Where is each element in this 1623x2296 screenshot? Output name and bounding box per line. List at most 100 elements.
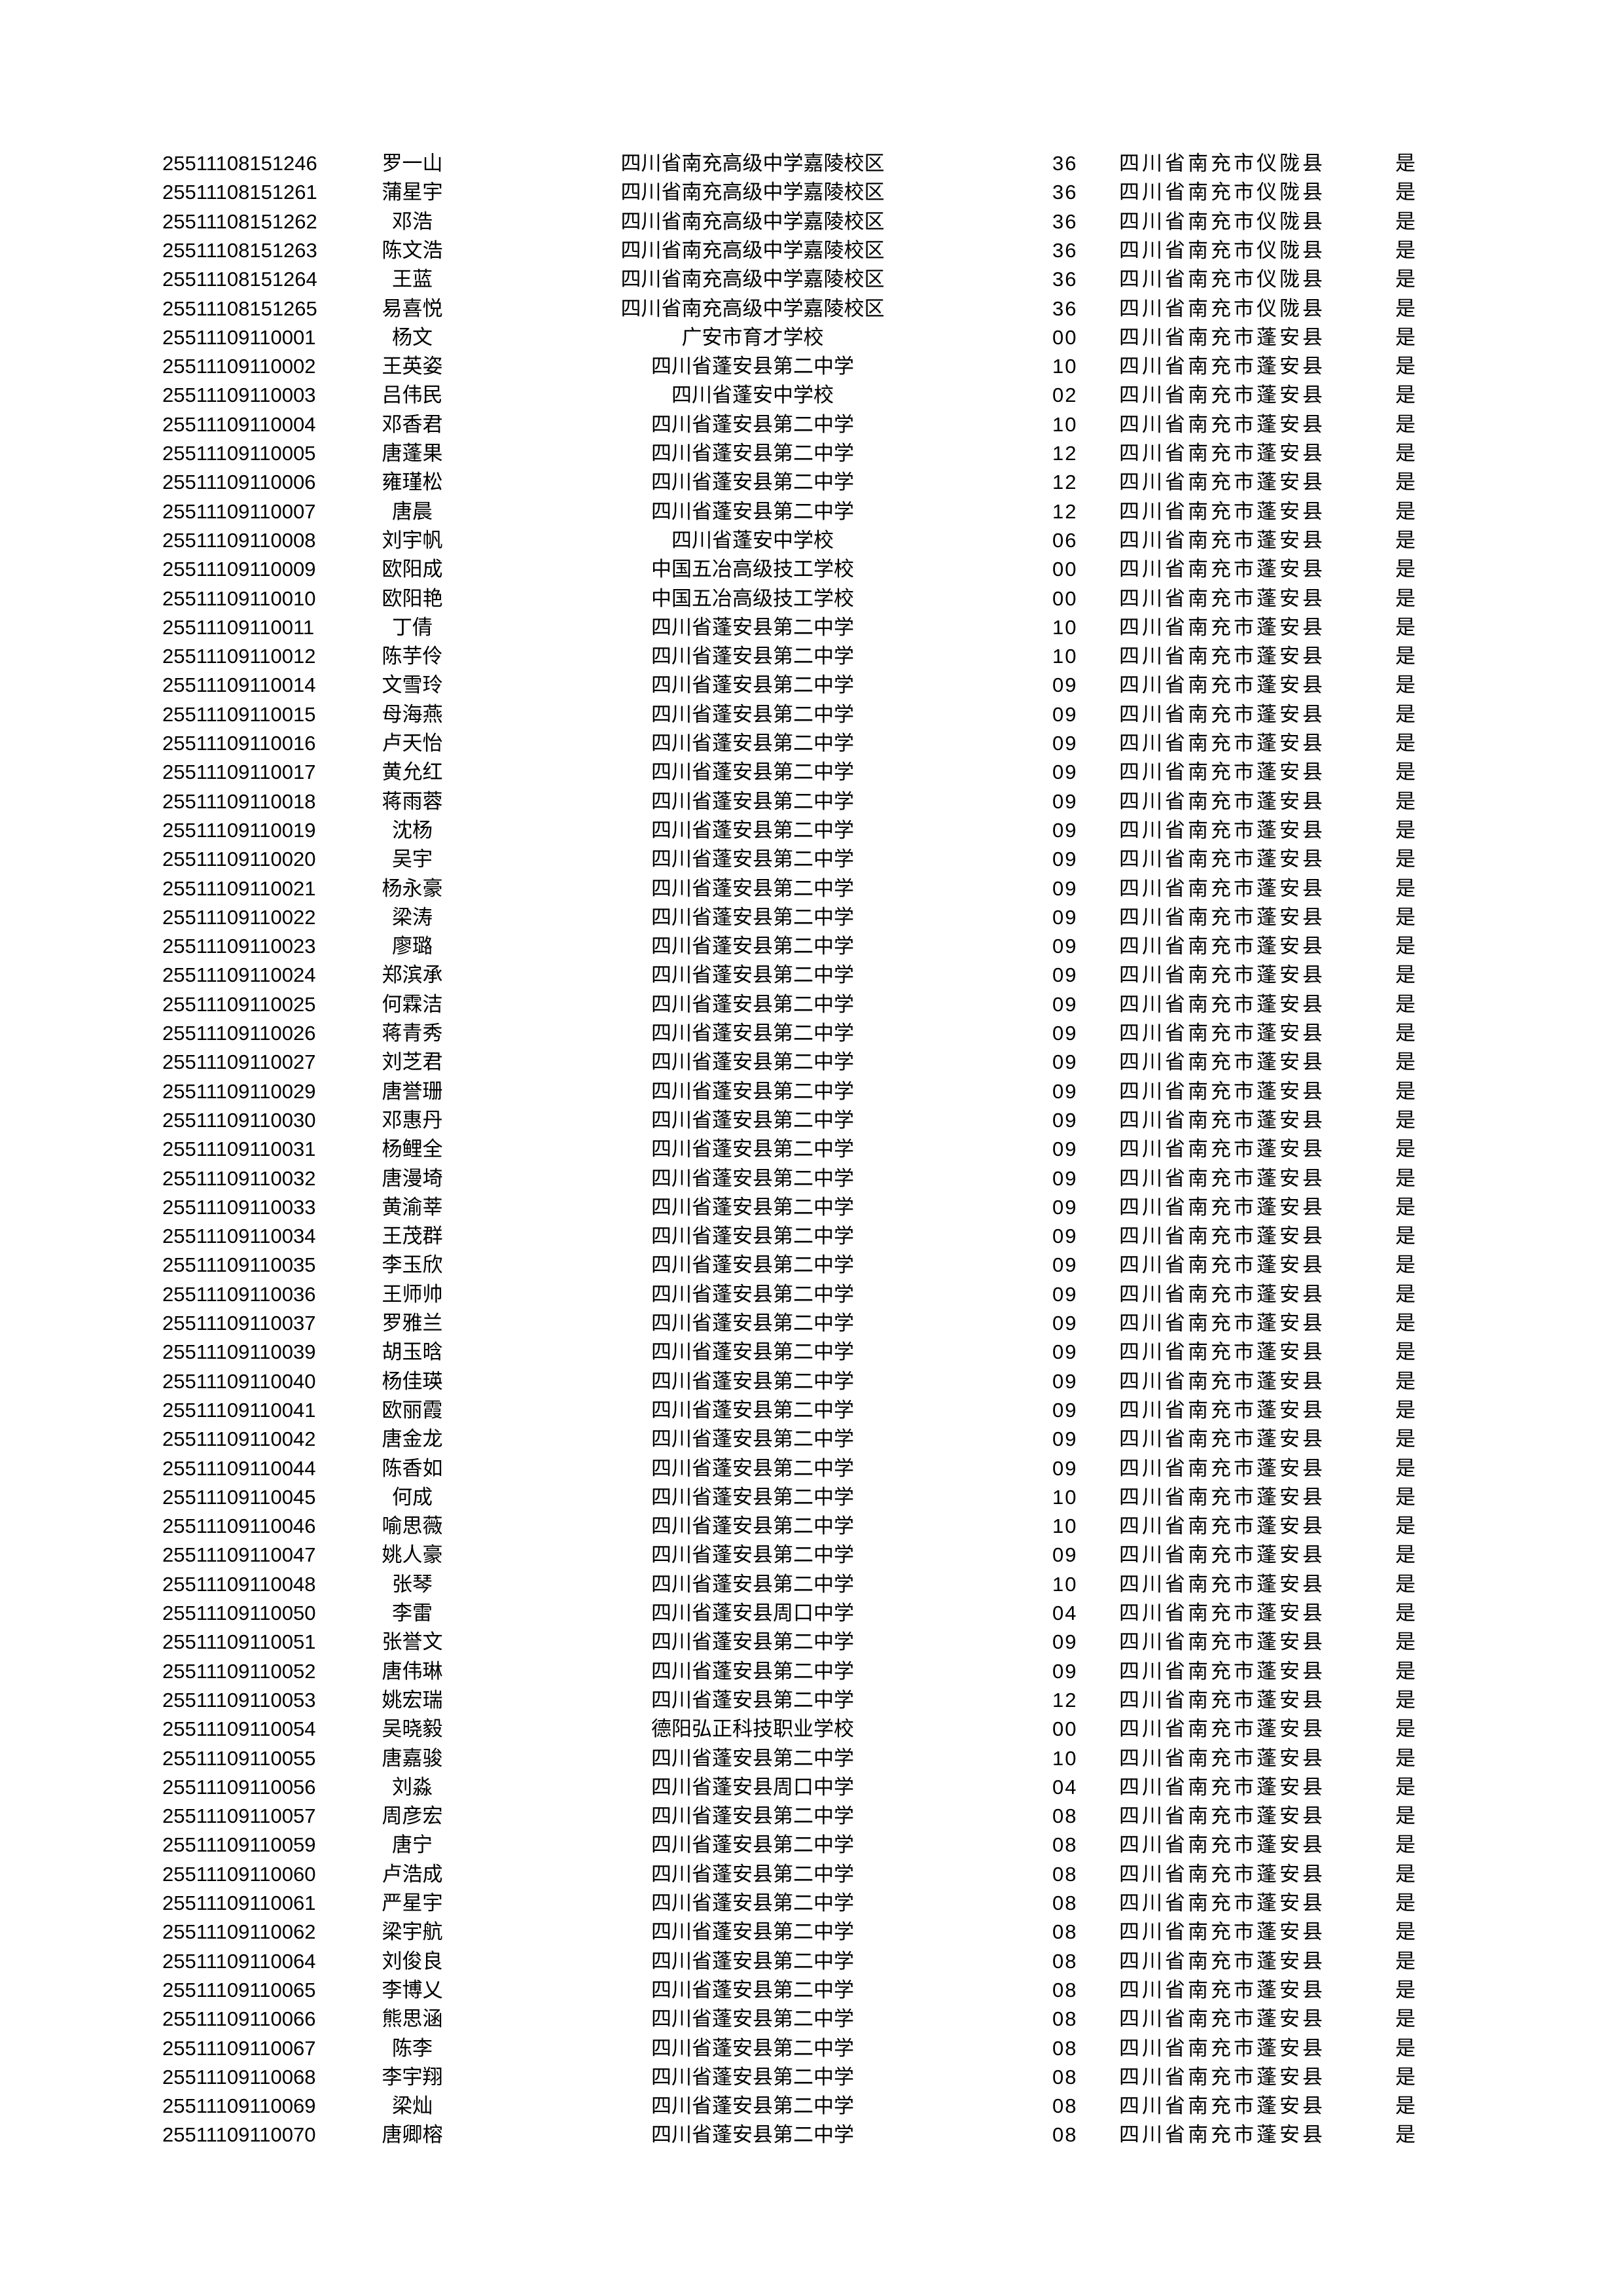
student-id-cell: 25511109110004 <box>162 412 316 436</box>
code-cell: 10 <box>1052 1572 1078 1596</box>
code-cell: 08 <box>1052 1804 1078 1828</box>
table-row: 25511109110045 何成 四川省蓬安县第二中学 10 四川省南充市蓬安县 是 <box>0 1483 1623 1512</box>
student-id-cell: 25511108151261 <box>162 181 317 204</box>
county-cell: 四川省南充市蓬安县 <box>1119 384 1325 407</box>
school-cell: 四川省蓬安县第二中学 <box>651 1515 854 1538</box>
code-cell: 09 <box>1052 1050 1078 1074</box>
code-cell: 09 <box>1052 935 1078 958</box>
student-id-cell: 25511109110011 <box>162 615 315 639</box>
county-cell: 四川省南充市蓬安县 <box>1119 1659 1325 1683</box>
flag-cell: 是 <box>1395 1195 1416 1219</box>
student-name-cell: 姚宏瑞 <box>382 1688 443 1712</box>
flag-cell: 是 <box>1395 732 1416 755</box>
county-cell: 四川省南充市蓬安县 <box>1119 1833 1325 1857</box>
county-cell: 四川省南充市蓬安县 <box>1119 558 1325 581</box>
student-id-cell: 25511109110037 <box>162 1312 316 1335</box>
student-name-cell: 陈香如 <box>382 1456 443 1480</box>
county-cell: 四川省南充市蓬安县 <box>1119 2065 1325 2089</box>
student-name-cell: 蒋雨蓉 <box>382 789 443 813</box>
code-cell: 10 <box>1052 1746 1078 1770</box>
table-row: 25511108151263 陈文浩 四川省南充高级中学嘉陵校区 36 四川省南充市仪陇… <box>0 236 1623 265</box>
student-name-cell: 吴宇 <box>392 848 433 871</box>
table-row: 25511109110033 黄渝莘 四川省蓬安县第二中学 09 四川省南充市蓬安县 是 <box>0 1193 1623 1222</box>
school-cell: 四川省蓬安县第二中学 <box>651 1195 854 1219</box>
student-name-cell: 王茂群 <box>382 1225 443 1248</box>
code-cell: 00 <box>1052 325 1078 349</box>
table-row: 25511109110022 梁涛 四川省蓬安县第二中学 09 四川省南充市蓬安县 是 <box>0 903 1623 932</box>
flag-cell: 是 <box>1395 586 1416 610</box>
county-cell: 四川省南充市蓬安县 <box>1119 2123 1325 2147</box>
code-cell: 08 <box>1052 1920 1078 1944</box>
flag-cell: 是 <box>1395 1804 1416 1828</box>
student-name-cell: 刘俊良 <box>382 1949 443 1973</box>
school-cell: 四川省蓬安县第二中学 <box>651 963 854 987</box>
school-cell: 四川省南充高级中学嘉陵校区 <box>620 238 885 262</box>
student-name-cell: 唐漫埼 <box>382 1166 443 1190</box>
table-row: 25511109110035 李玉欣 四川省蓬安县第二中学 09 四川省南充市蓬安县 是 <box>0 1251 1623 1280</box>
school-cell: 四川省蓬安县第二中学 <box>651 1630 854 1654</box>
student-name-cell: 丁倩 <box>392 615 433 639</box>
table-row: 25511109110052 唐伟琳 四川省蓬安县第二中学 09 四川省南充市蓬安县 是 <box>0 1657 1623 1686</box>
school-cell: 四川省蓬安县第二中学 <box>651 761 854 784</box>
student-name-cell: 梁涛 <box>392 905 433 929</box>
code-cell: 08 <box>1052 2007 1078 2031</box>
student-id-cell: 25511109110059 <box>162 1833 316 1857</box>
flag-cell: 是 <box>1395 1108 1416 1132</box>
table-row: 25511108151264 王蓝 四川省南充高级中学嘉陵校区 36 四川省南充市仪陇县… <box>0 265 1623 294</box>
code-cell: 06 <box>1052 528 1078 552</box>
county-cell: 四川省南充市蓬安县 <box>1119 412 1325 436</box>
table-row: 25511109110019 沈杨 四川省蓬安县第二中学 09 四川省南充市蓬安县 是 <box>0 816 1623 845</box>
flag-cell: 是 <box>1395 1688 1416 1712</box>
school-cell: 四川省蓬安县第二中学 <box>651 1804 854 1828</box>
code-cell: 09 <box>1052 1253 1078 1277</box>
flag-cell: 是 <box>1395 645 1416 668</box>
table-row: 25511109110051 张誉文 四川省蓬安县第二中学 09 四川省南充市蓬安县 是 <box>0 1628 1623 1657</box>
table-row: 25511109110001 杨文 广安市育才学校 00 四川省南充市蓬安县 是 <box>0 323 1623 352</box>
school-cell: 四川省南充高级中学嘉陵校区 <box>620 152 885 175</box>
student-id-cell: 25511109110022 <box>162 905 316 929</box>
student-name-cell: 杨文 <box>392 325 433 349</box>
county-cell: 四川省南充市蓬安县 <box>1119 1862 1325 1886</box>
student-name-cell: 陈文浩 <box>382 238 443 262</box>
student-id-cell: 25511109110070 <box>162 2123 316 2147</box>
student-id-cell: 25511109110006 <box>162 471 316 494</box>
code-cell: 09 <box>1052 1398 1078 1422</box>
school-cell: 四川省蓬安县第二中学 <box>651 1862 854 1886</box>
county-cell: 四川省南充市仪陇县 <box>1119 209 1325 233</box>
flag-cell: 是 <box>1395 1050 1416 1074</box>
student-id-cell: 25511109110021 <box>162 876 316 900</box>
table-row: 25511109110053 姚宏瑞 四川省蓬安县第二中学 12 四川省南充市蓬安县 是 <box>0 1686 1623 1715</box>
code-cell: 09 <box>1052 1543 1078 1567</box>
school-cell: 四川省蓬安县第二中学 <box>651 1138 854 1161</box>
student-id-cell: 25511109110042 <box>162 1427 316 1451</box>
flag-cell: 是 <box>1395 528 1416 552</box>
county-cell: 四川省南充市仪陇县 <box>1119 268 1325 291</box>
student-id-cell: 25511109110014 <box>162 673 316 697</box>
student-name-cell: 廖璐 <box>392 935 433 958</box>
code-cell: 12 <box>1052 499 1078 523</box>
table-row: 25511109110025 何霖洁 四川省蓬安县第二中学 09 四川省南充市蓬安县 是 <box>0 990 1623 1019</box>
flag-cell: 是 <box>1395 2007 1416 2031</box>
county-cell: 四川省南充市蓬安县 <box>1119 325 1325 349</box>
flag-cell: 是 <box>1395 1079 1416 1103</box>
student-id-cell: 25511109110061 <box>162 1892 316 1914</box>
school-cell: 四川省蓬安县第二中学 <box>651 1398 854 1422</box>
student-id-cell: 25511109110024 <box>162 963 316 987</box>
table-row: 25511109110050 李雷 四川省蓬安县周口中学 04 四川省南充市蓬安县 是 <box>0 1599 1623 1628</box>
student-id-cell: 25511109110062 <box>162 1920 316 1944</box>
student-name-cell: 吕伟民 <box>382 384 443 407</box>
flag-cell: 是 <box>1395 1427 1416 1451</box>
flag-cell: 是 <box>1395 1398 1416 1422</box>
student-id-cell: 25511108151265 <box>162 296 317 320</box>
student-name-cell: 杨永豪 <box>382 876 443 900</box>
county-cell: 四川省南充市蓬安县 <box>1119 1022 1325 1045</box>
flag-cell: 是 <box>1395 355 1416 378</box>
school-cell: 四川省蓬安县第二中学 <box>651 412 854 436</box>
student-id-cell: 25511109110051 <box>162 1630 316 1654</box>
table-row: 25511109110042 唐金龙 四川省蓬安县第二中学 09 四川省南充市蓬安县 是 <box>0 1425 1623 1454</box>
student-id-cell: 25511109110045 <box>162 1485 316 1509</box>
code-cell: 09 <box>1052 1138 1078 1161</box>
code-cell: 09 <box>1052 1369 1078 1393</box>
student-id-cell: 25511109110027 <box>162 1050 316 1074</box>
table-row: 25511109110014 文雪玲 四川省蓬安县第二中学 09 四川省南充市蓬安县 是 <box>0 671 1623 700</box>
